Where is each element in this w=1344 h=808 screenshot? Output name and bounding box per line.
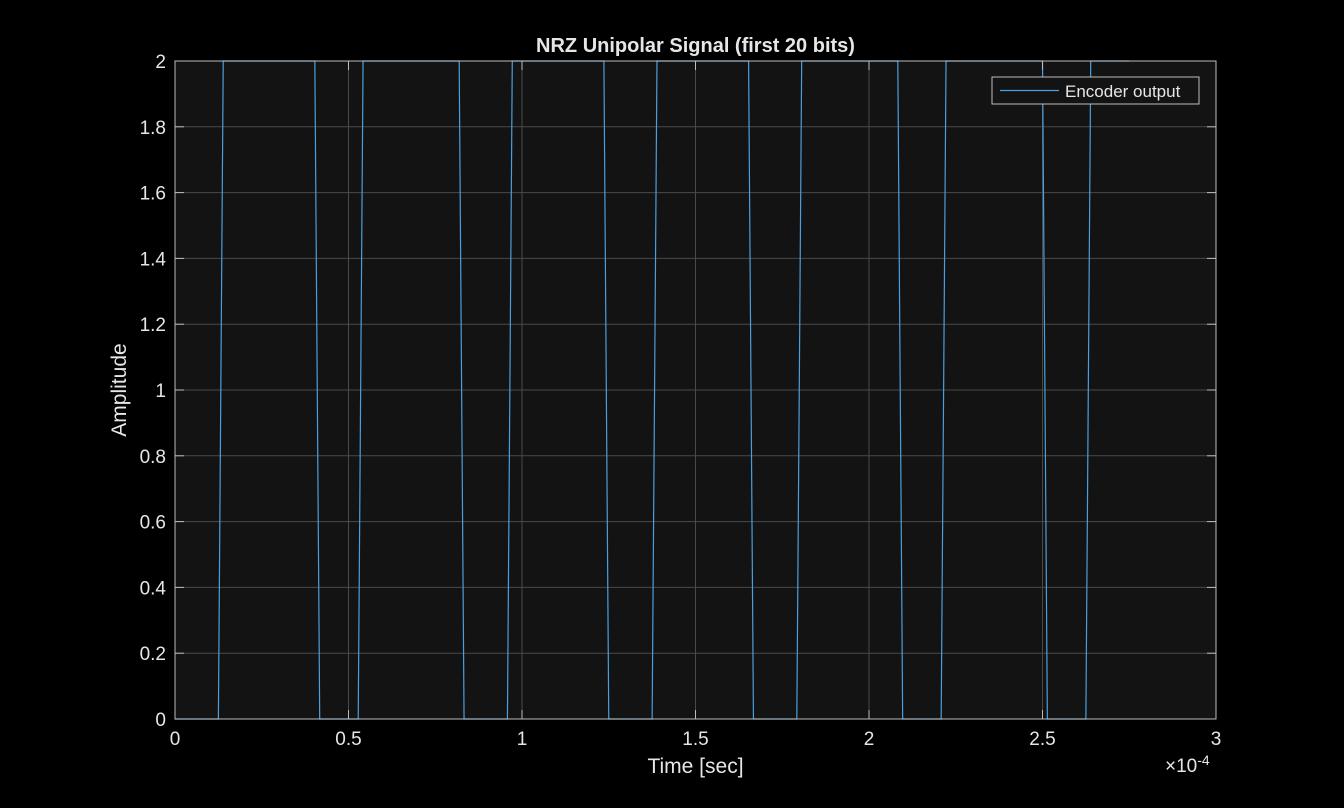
x-exponent-power: -4 — [1197, 752, 1210, 768]
y-tick-label: 1.4 — [140, 249, 167, 270]
x-tick-label: 2 — [864, 729, 875, 750]
y-tick-label: 2 — [155, 52, 166, 73]
x-tick-label: 0 — [170, 729, 181, 750]
legend-label: Encoder output — [1065, 82, 1181, 101]
x-tick-label: 3 — [1211, 729, 1222, 750]
x-tick-label: 0.5 — [335, 729, 361, 750]
x-tick-label: 1 — [517, 729, 528, 750]
x-tick-label: 2.5 — [1029, 729, 1055, 750]
y-tick-label: 0 — [155, 710, 166, 731]
y-tick-label: 0.4 — [140, 578, 167, 599]
y-tick-label: 0.8 — [140, 447, 166, 468]
legend-box — [991, 76, 1200, 105]
y-tick-label: 1.2 — [140, 315, 166, 336]
y-tick-label: 1.6 — [140, 184, 166, 205]
x-axis-exponent: ×10-4 — [1165, 752, 1210, 777]
y-axis-label: Amplitude — [108, 343, 131, 436]
y-tick-label: 0.2 — [140, 644, 166, 665]
y-tick-label: 1 — [155, 381, 166, 402]
y-tick-label: 1.8 — [140, 118, 166, 139]
x-tick-label: 1.5 — [682, 729, 708, 750]
legend: Encoder output — [991, 76, 1200, 105]
x-axis-label: Time [sec] — [647, 755, 743, 778]
ticks: 0 0.5 1 1.5 2 2.5 3 0 0.2 0.4 0.6 0.8 1 1.2 1.4 1.6 1.8 2 — [140, 52, 1222, 750]
x-exponent-base: ×10 — [1165, 756, 1197, 777]
y-tick-label: 0.6 — [140, 513, 166, 534]
chart-title: NRZ Unipolar Signal (first 20 bits) — [536, 35, 855, 57]
